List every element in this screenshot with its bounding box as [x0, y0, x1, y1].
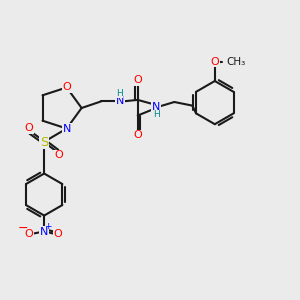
Text: −: −	[18, 222, 28, 235]
Text: O: O	[210, 57, 219, 67]
Text: O: O	[62, 82, 71, 92]
Text: CH₃: CH₃	[226, 57, 245, 67]
Text: O: O	[54, 150, 63, 160]
Text: H: H	[116, 88, 122, 98]
Text: S: S	[40, 136, 48, 148]
Text: O: O	[54, 229, 62, 238]
Text: O: O	[25, 123, 34, 133]
Text: O: O	[25, 229, 34, 238]
Text: O: O	[133, 75, 142, 85]
Text: +: +	[44, 222, 52, 231]
Text: O: O	[133, 130, 142, 140]
Text: H: H	[154, 110, 160, 119]
Text: N: N	[62, 124, 71, 134]
Text: N: N	[152, 101, 160, 112]
Text: N: N	[116, 96, 124, 106]
Text: N: N	[40, 227, 48, 237]
